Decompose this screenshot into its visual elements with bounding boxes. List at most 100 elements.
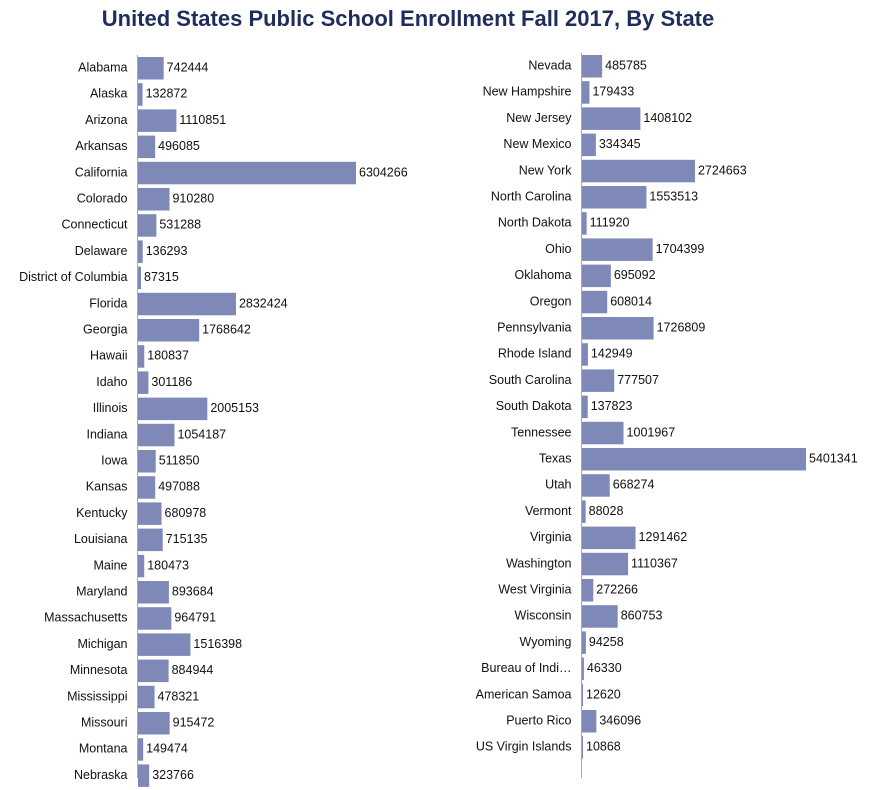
data-label: 346096 bbox=[599, 714, 641, 728]
bar bbox=[138, 450, 156, 473]
bar bbox=[582, 317, 654, 340]
data-label: 695092 bbox=[614, 268, 656, 282]
data-label: 1110367 bbox=[631, 556, 678, 570]
category-label: South Carolina bbox=[489, 373, 572, 387]
category-label: Ohio bbox=[545, 242, 571, 256]
category-label: North Dakota bbox=[498, 216, 572, 230]
category-label: Nebraska bbox=[74, 768, 128, 782]
bar bbox=[582, 343, 588, 366]
category-label: West Virginia bbox=[498, 583, 571, 597]
bar bbox=[138, 292, 236, 316]
bar bbox=[138, 319, 200, 342]
category-label: Vermont bbox=[525, 504, 572, 518]
data-label: 1516398 bbox=[193, 637, 242, 651]
category-label: New Hampshire bbox=[483, 85, 572, 99]
data-label: 301186 bbox=[151, 375, 192, 389]
bar bbox=[138, 685, 155, 709]
category-label: Mississippi bbox=[67, 689, 127, 703]
bar bbox=[582, 657, 584, 681]
category-label: Hawaii bbox=[90, 349, 128, 363]
data-label: 179433 bbox=[592, 85, 634, 99]
category-label: Kansas bbox=[86, 480, 128, 494]
data-label: 88028 bbox=[589, 504, 624, 518]
bar bbox=[138, 188, 170, 211]
category-label: New Jersey bbox=[506, 111, 572, 125]
data-label: 1553513 bbox=[649, 190, 698, 204]
bar bbox=[582, 736, 583, 759]
bar bbox=[582, 212, 587, 235]
bar bbox=[582, 369, 615, 392]
category-label: US Virgin Islands bbox=[476, 740, 572, 754]
category-label: Massachusetts bbox=[44, 611, 127, 625]
category-label: New York bbox=[519, 163, 573, 177]
category-label: Utah bbox=[545, 478, 571, 492]
data-label: 964791 bbox=[174, 611, 216, 625]
data-label: 272266 bbox=[596, 583, 638, 597]
data-label: 6304266 bbox=[359, 165, 408, 179]
bar bbox=[582, 710, 597, 733]
data-label: 1291462 bbox=[639, 530, 688, 544]
category-label: South Dakota bbox=[496, 399, 572, 413]
category-label: Michigan bbox=[77, 637, 127, 651]
data-label: 1408102 bbox=[643, 111, 692, 125]
bar bbox=[582, 395, 588, 419]
panel-right: Nevada 485785 New Hampshire 179433 New Jerse… bbox=[476, 53, 858, 778]
data-label: 910280 bbox=[172, 192, 214, 206]
bar bbox=[138, 83, 143, 106]
category-label: Louisiana bbox=[74, 532, 128, 546]
category-label: Puerto Rico bbox=[506, 714, 571, 728]
bar bbox=[138, 214, 157, 237]
category-label: Maine bbox=[93, 558, 127, 572]
category-label: New Mexico bbox=[503, 137, 571, 151]
data-label: 2005153 bbox=[210, 401, 259, 415]
data-label: 715135 bbox=[166, 532, 208, 546]
category-label: Wisconsin bbox=[515, 609, 572, 623]
data-label: 136293 bbox=[146, 244, 188, 258]
category-label: Pennsylvania bbox=[497, 321, 571, 335]
bar bbox=[582, 631, 586, 654]
data-label: 777507 bbox=[617, 373, 659, 387]
category-label: Virginia bbox=[530, 530, 572, 544]
bar bbox=[582, 448, 806, 471]
category-label: Nevada bbox=[528, 59, 571, 73]
bar bbox=[582, 264, 611, 288]
bar bbox=[138, 633, 191, 656]
category-label: California bbox=[75, 165, 128, 179]
bar bbox=[138, 738, 144, 761]
bar bbox=[138, 135, 156, 159]
category-label: Washington bbox=[506, 556, 572, 570]
bar bbox=[582, 55, 603, 78]
category-label: Kentucky bbox=[76, 506, 128, 520]
data-label: 87315 bbox=[144, 270, 179, 284]
category-label: Texas bbox=[539, 452, 572, 466]
category-label: North Carolina bbox=[491, 190, 572, 204]
data-label: 884944 bbox=[172, 663, 214, 677]
data-label: 2724663 bbox=[698, 163, 747, 177]
bar bbox=[138, 659, 169, 683]
data-label: 111920 bbox=[590, 216, 630, 230]
bar bbox=[582, 186, 647, 209]
category-label: Wyoming bbox=[520, 635, 572, 649]
category-label: District of Columbia bbox=[19, 270, 127, 284]
data-label: 46330 bbox=[587, 661, 622, 675]
data-label: 323766 bbox=[152, 768, 194, 782]
bar bbox=[138, 423, 175, 447]
bar bbox=[582, 605, 618, 628]
data-label: 860753 bbox=[621, 609, 663, 623]
data-label: 12620 bbox=[586, 687, 621, 701]
data-label: 478321 bbox=[158, 689, 200, 703]
data-label: 1001967 bbox=[627, 425, 676, 439]
category-label: Colorado bbox=[77, 192, 128, 206]
data-label: 5401341 bbox=[809, 452, 858, 466]
bar bbox=[582, 500, 586, 523]
data-label: 893684 bbox=[172, 585, 214, 599]
category-label: Arizona bbox=[85, 113, 127, 127]
data-label: 94258 bbox=[589, 635, 624, 649]
bar bbox=[138, 554, 145, 578]
data-label: 915472 bbox=[173, 716, 215, 730]
bar bbox=[138, 607, 172, 630]
bar bbox=[138, 57, 164, 80]
data-label: 2832424 bbox=[239, 296, 288, 310]
category-label: Minnesota bbox=[70, 663, 128, 677]
